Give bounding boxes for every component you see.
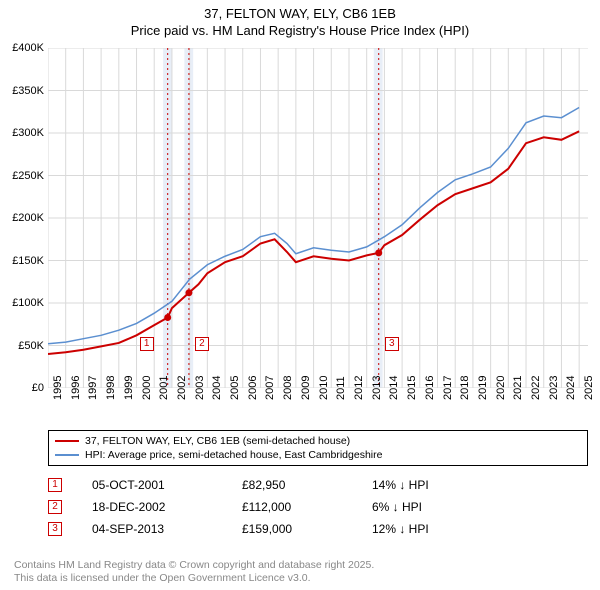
footer-line1: Contains HM Land Registry data © Crown c… bbox=[14, 559, 374, 573]
title-line2: Price paid vs. HM Land Registry's House … bbox=[0, 23, 600, 40]
x-tick-label: 2007 bbox=[264, 376, 276, 400]
chart-area: £0£50K£100K£150K£200K£250K£300K£350K£400… bbox=[48, 48, 588, 388]
sales-row: 3 04-SEP-2013£159,00012% ↓ HPI bbox=[48, 518, 588, 540]
x-tick-label: 1997 bbox=[87, 376, 99, 400]
y-tick-label: £200K bbox=[0, 212, 44, 224]
y-tick-label: £300K bbox=[0, 127, 44, 139]
y-tick-label: £50K bbox=[0, 340, 44, 352]
y-tick-label: £100K bbox=[0, 297, 44, 309]
legend-label: 37, FELTON WAY, ELY, CB6 1EB (semi-detac… bbox=[85, 435, 350, 447]
footer: Contains HM Land Registry data © Crown c… bbox=[14, 559, 374, 586]
sales-table: 1 05-OCT-2001£82,95014% ↓ HPI 2 18-DEC-2002… bbox=[48, 474, 588, 540]
sales-price: £112,000 bbox=[242, 500, 372, 514]
x-tick-label: 2001 bbox=[158, 376, 170, 400]
x-tick-label: 2005 bbox=[229, 376, 241, 400]
x-tick-label: 2006 bbox=[247, 376, 259, 400]
x-tick-label: 2009 bbox=[300, 376, 312, 400]
plot-svg bbox=[48, 48, 588, 388]
x-tick-label: 1996 bbox=[70, 376, 82, 400]
sales-marker: 1 bbox=[48, 478, 62, 492]
sales-row: 1 05-OCT-2001£82,95014% ↓ HPI bbox=[48, 474, 588, 496]
x-tick-label: 2010 bbox=[318, 376, 330, 400]
x-tick-label: 1999 bbox=[123, 376, 135, 400]
legend: 37, FELTON WAY, ELY, CB6 1EB (semi-detac… bbox=[48, 430, 588, 466]
x-tick-label: 2008 bbox=[282, 376, 294, 400]
x-tick-label: 2021 bbox=[512, 376, 524, 400]
sales-date: 05-OCT-2001 bbox=[92, 478, 242, 492]
sales-date: 04-SEP-2013 bbox=[92, 522, 242, 536]
x-tick-label: 2015 bbox=[406, 376, 418, 400]
y-tick-label: £350K bbox=[0, 85, 44, 97]
x-tick-label: 2013 bbox=[371, 376, 383, 400]
footer-line2: This data is licensed under the Open Gov… bbox=[14, 572, 374, 586]
legend-row: 37, FELTON WAY, ELY, CB6 1EB (semi-detac… bbox=[55, 434, 581, 448]
sales-row: 2 18-DEC-2002£112,0006% ↓ HPI bbox=[48, 496, 588, 518]
legend-label: HPI: Average price, semi-detached house,… bbox=[85, 449, 382, 461]
x-tick-label: 2012 bbox=[353, 376, 365, 400]
sale-marker-2: 2 bbox=[195, 337, 209, 351]
sales-price: £159,000 bbox=[242, 522, 372, 536]
x-tick-label: 2017 bbox=[442, 376, 454, 400]
legend-row: HPI: Average price, semi-detached house,… bbox=[55, 448, 581, 462]
x-tick-label: 2018 bbox=[459, 376, 471, 400]
x-tick-label: 2002 bbox=[176, 376, 188, 400]
legend-swatch bbox=[55, 440, 79, 442]
x-tick-label: 2004 bbox=[211, 376, 223, 400]
x-tick-label: 2014 bbox=[388, 376, 400, 400]
title-line1: 37, FELTON WAY, ELY, CB6 1EB bbox=[0, 6, 600, 23]
x-tick-label: 2020 bbox=[495, 376, 507, 400]
legend-swatch bbox=[55, 454, 79, 456]
sales-marker: 2 bbox=[48, 500, 62, 514]
sales-diff: 12% ↓ HPI bbox=[372, 522, 588, 536]
x-tick-label: 2000 bbox=[141, 376, 153, 400]
x-tick-label: 2016 bbox=[424, 376, 436, 400]
x-tick-label: 2023 bbox=[548, 376, 560, 400]
x-tick-label: 2003 bbox=[194, 376, 206, 400]
x-tick-label: 2022 bbox=[530, 376, 542, 400]
x-tick-label: 1998 bbox=[105, 376, 117, 400]
sales-diff: 14% ↓ HPI bbox=[372, 478, 588, 492]
x-tick-label: 2019 bbox=[477, 376, 489, 400]
sales-price: £82,950 bbox=[242, 478, 372, 492]
title-block: 37, FELTON WAY, ELY, CB6 1EB Price paid … bbox=[0, 0, 600, 40]
sales-diff: 6% ↓ HPI bbox=[372, 500, 588, 514]
chart-container: 37, FELTON WAY, ELY, CB6 1EB Price paid … bbox=[0, 0, 600, 590]
x-tick-label: 2024 bbox=[565, 376, 577, 400]
y-tick-label: £250K bbox=[0, 170, 44, 182]
sales-date: 18-DEC-2002 bbox=[92, 500, 242, 514]
sales-marker: 3 bbox=[48, 522, 62, 536]
y-tick-label: £400K bbox=[0, 42, 44, 54]
sale-marker-3: 3 bbox=[385, 337, 399, 351]
y-tick-label: £0 bbox=[0, 382, 44, 394]
x-tick-label: 1995 bbox=[52, 376, 64, 400]
x-tick-label: 2011 bbox=[335, 376, 347, 400]
y-tick-label: £150K bbox=[0, 255, 44, 267]
x-tick-label: 2025 bbox=[583, 376, 595, 400]
sale-marker-1: 1 bbox=[140, 337, 154, 351]
